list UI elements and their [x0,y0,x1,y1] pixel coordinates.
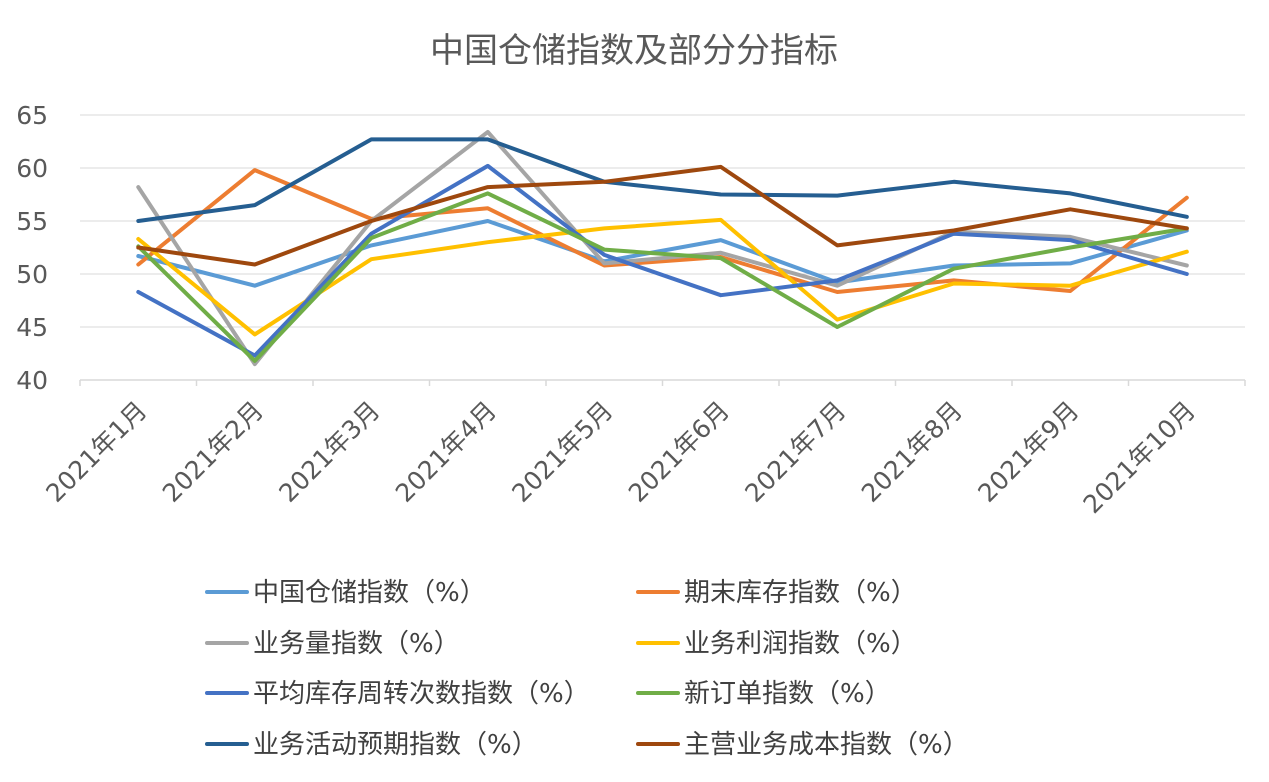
legend-item: 业务利润指数（%） [636,629,917,659]
legend-item: 平均库存周转次数指数（%） [205,679,590,709]
legend-item: 业务活动预期指数（%） [205,730,538,760]
x-tick-label: 2021年8月 [856,396,968,508]
x-tick-label: 2021年7月 [739,396,851,508]
legend-item: 中国仓储指数（%） [205,578,486,608]
legend-label: 新订单指数（%） [684,679,891,709]
legend-item: 主营业务成本指数（%） [636,730,969,760]
series-line-6 [136,191,1189,363]
x-tick-label: 2021年1月 [40,396,152,508]
y-tick-label: 40 [16,366,48,395]
series-line-1 [136,219,1189,288]
y-tick-label: 50 [16,260,48,289]
x-tick-label: 2021年6月 [623,396,735,508]
x-tick-label: 2021年5月 [506,396,618,508]
legend-label: 业务量指数（%） [253,629,460,659]
legend-label: 平均库存周转次数指数（%） [253,679,590,709]
x-tick-label: 2021年9月 [972,396,1084,508]
x-tick-label: 2021年2月 [157,396,269,508]
series-line-5 [136,163,1189,358]
x-tick-label: 2021年4月 [390,396,502,508]
legend-item: 业务量指数（%） [205,629,460,659]
chart-title: 中国仓储指数及部分分指标 [430,31,838,71]
legend-item: 期末库存指数（%） [636,578,917,608]
gridlines [80,114,1245,328]
series-line-7 [136,137,1189,223]
legend-label: 主营业务成本指数（%） [684,730,969,760]
series-line-8 [136,164,1189,267]
legend-label: 期末库存指数（%） [684,578,917,608]
legend-label: 业务活动预期指数（%） [253,730,538,760]
y-tick-label: 45 [16,313,48,342]
y-tick-label: 55 [16,207,48,236]
legend-label: 业务利润指数（%） [684,629,917,659]
series-lines [136,130,1189,367]
y-tick-label: 60 [16,154,48,183]
legend-label: 中国仓储指数（%） [253,578,486,608]
x-tick-label: 2021年3月 [273,396,385,508]
x-tick-label: 2021年10月 [1078,396,1201,519]
legend-item: 新订单指数（%） [636,679,891,709]
legend: 中国仓储指数（%） 期末库存指数（%） 业务量指数（%） 业务利润指数（%） 平均库存周… [205,578,969,760]
y-tick-label: 65 [16,101,48,130]
